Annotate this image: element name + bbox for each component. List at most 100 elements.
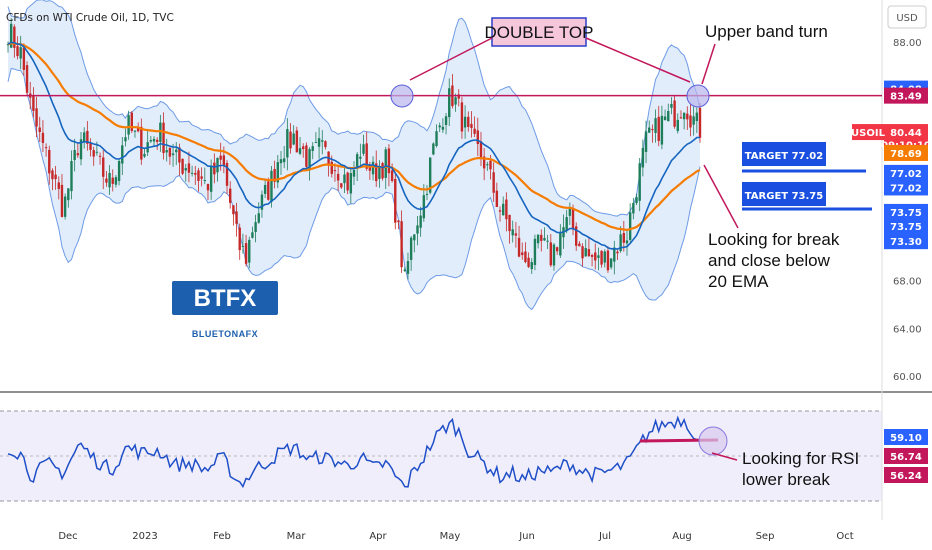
candle-body — [238, 227, 241, 251]
rsi-label-2: 56.24 — [890, 471, 922, 482]
candle-body — [178, 147, 181, 163]
candle-body — [219, 155, 222, 160]
top-circle-left[interactable] — [390, 84, 414, 108]
candle-body — [314, 142, 318, 144]
candle-body — [60, 184, 64, 217]
upper-band-arrow — [701, 43, 716, 85]
candle-body — [521, 252, 524, 256]
candle-body — [136, 127, 140, 132]
candle-body — [41, 132, 45, 143]
candle-body — [235, 211, 238, 224]
candle-body — [590, 254, 594, 257]
candle-body — [524, 251, 527, 263]
candle-body — [641, 147, 645, 168]
time-tick-6: Jun — [518, 531, 535, 542]
candle-body — [549, 242, 553, 266]
candle-body — [578, 243, 581, 247]
candle-body — [355, 154, 359, 169]
candle-body — [406, 261, 410, 274]
rsi-label-1: 56.74 — [890, 452, 922, 463]
price-label-bg-7 — [884, 203, 928, 220]
price-label-bg-4 — [884, 144, 928, 161]
upper-band-label: Upper band turn — [705, 22, 828, 41]
candle-body — [441, 126, 445, 130]
candle-body — [57, 182, 60, 189]
candle-body — [155, 139, 159, 142]
candle-body — [651, 129, 654, 131]
candle-body — [603, 251, 606, 263]
candle-body — [695, 112, 699, 122]
candle-body — [371, 161, 375, 175]
rsi-label-bg-1 — [884, 448, 928, 464]
candle-body — [324, 141, 327, 148]
band-lower — [7, 67, 701, 311]
candle-body — [209, 166, 213, 192]
candle-body — [86, 130, 89, 144]
candle-body — [171, 153, 175, 156]
candle-body — [597, 255, 600, 258]
candle-body — [117, 161, 121, 182]
candle-body — [482, 156, 486, 169]
candle-body — [400, 221, 403, 268]
target2-box[interactable] — [742, 182, 826, 206]
time-tick-4: Apr — [369, 531, 387, 542]
rsi-circle[interactable] — [698, 426, 728, 456]
candle-body — [635, 197, 638, 204]
rsi-series-line — [7, 415, 701, 489]
candle-body — [48, 149, 51, 174]
ema-note-arrow — [703, 164, 739, 229]
candle-body — [251, 232, 254, 238]
candle-body — [333, 170, 337, 172]
candle-body — [187, 163, 191, 173]
candle-body — [19, 47, 22, 59]
candle-body — [397, 220, 400, 223]
candle-body — [473, 128, 476, 134]
candle-body — [121, 145, 124, 164]
ema-fast-line — [7, 41, 700, 250]
candle-body — [298, 148, 302, 154]
candle-body — [619, 234, 622, 252]
rsi-line — [7, 415, 701, 489]
candle-body — [162, 122, 165, 154]
candle-body — [263, 184, 267, 194]
time-tick-8: Aug — [672, 531, 692, 542]
candle-body — [467, 116, 470, 127]
rsi-note-line1: Looking for RSI — [742, 449, 859, 468]
candle-body — [682, 112, 686, 120]
candle-body — [394, 178, 397, 223]
candle-body — [438, 125, 441, 128]
rsi-label-0: 59.10 — [890, 433, 922, 444]
candle-body — [124, 137, 127, 142]
candle-body — [225, 162, 229, 186]
candle-body — [213, 162, 216, 175]
candle-body — [152, 138, 156, 142]
candle-body — [302, 146, 305, 149]
double-top-box[interactable] — [491, 17, 587, 47]
top-circle-right[interactable] — [686, 84, 710, 108]
time-tick-10: Oct — [836, 531, 853, 542]
currency-button[interactable] — [887, 5, 927, 29]
time-axis: Dec 2023 Feb Mar Apr May Jun Jul Aug Sep Oct — [58, 531, 853, 542]
candle-body — [555, 247, 559, 252]
candle-body — [565, 217, 568, 232]
candle-body — [330, 161, 333, 174]
candle-body — [184, 168, 187, 171]
candle-body — [168, 148, 172, 157]
candle-body — [70, 161, 73, 192]
candle-body — [260, 194, 264, 210]
candle-body — [663, 116, 667, 121]
candle-body — [654, 118, 657, 134]
candle-body — [92, 150, 95, 157]
candle-body — [362, 144, 365, 154]
candle-body — [673, 100, 676, 127]
candle-body — [248, 239, 251, 263]
candle-body — [73, 149, 76, 161]
candle-body — [365, 143, 368, 169]
time-tick-2: Feb — [213, 531, 231, 542]
target1-box[interactable] — [742, 142, 826, 166]
logo: BTFX BLUETONAFX — [172, 281, 278, 339]
price-label-8: 73.75 — [890, 222, 922, 233]
candle-body — [343, 174, 346, 184]
candle-body — [16, 46, 19, 57]
candle-body — [197, 170, 200, 181]
